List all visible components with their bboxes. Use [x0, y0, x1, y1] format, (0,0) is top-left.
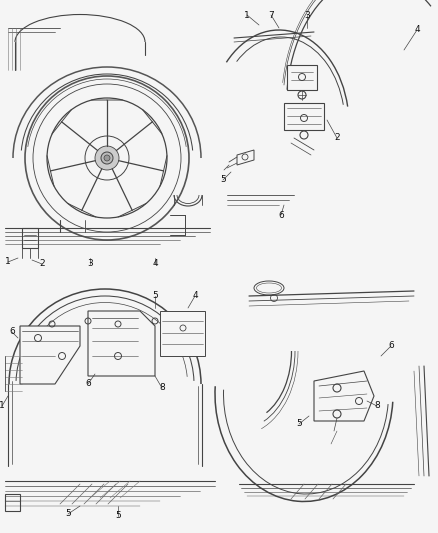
Polygon shape	[22, 228, 38, 248]
Polygon shape	[5, 494, 20, 511]
Text: 2: 2	[39, 260, 45, 269]
Text: 4: 4	[192, 292, 198, 301]
Text: 1: 1	[244, 11, 250, 20]
Text: 5: 5	[65, 510, 71, 519]
Text: 6: 6	[388, 342, 394, 351]
Text: 4: 4	[152, 260, 158, 269]
Text: 6: 6	[9, 327, 15, 336]
Text: 5: 5	[115, 512, 121, 521]
Circle shape	[101, 152, 113, 164]
Polygon shape	[20, 326, 80, 384]
Text: 5: 5	[296, 419, 302, 429]
Polygon shape	[160, 311, 205, 356]
Polygon shape	[314, 371, 374, 421]
Text: 3: 3	[87, 260, 93, 269]
Polygon shape	[237, 150, 254, 165]
Polygon shape	[287, 65, 317, 90]
Text: 3: 3	[304, 11, 310, 20]
Text: 6: 6	[85, 379, 91, 389]
Polygon shape	[88, 311, 155, 376]
Text: 7: 7	[268, 11, 274, 20]
Circle shape	[104, 155, 110, 161]
Text: 1: 1	[5, 257, 11, 266]
Text: 2: 2	[334, 133, 340, 142]
Polygon shape	[284, 103, 324, 130]
Text: 5: 5	[220, 175, 226, 184]
Text: 4: 4	[414, 26, 420, 35]
Text: 5: 5	[152, 292, 158, 301]
Text: 6: 6	[278, 211, 284, 220]
Text: 8: 8	[374, 401, 380, 410]
Circle shape	[95, 146, 119, 170]
Text: 8: 8	[159, 384, 165, 392]
Text: 1: 1	[0, 401, 5, 410]
